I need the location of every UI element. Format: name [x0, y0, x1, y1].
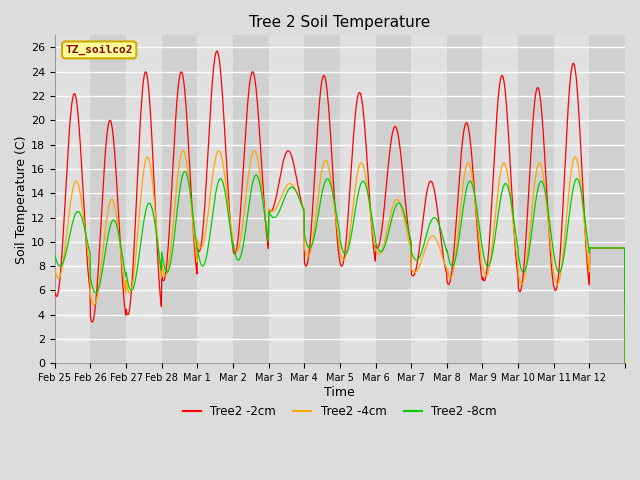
Bar — [589, 36, 625, 363]
X-axis label: Time: Time — [324, 386, 355, 399]
Bar — [483, 36, 518, 363]
Bar — [126, 36, 162, 363]
Bar — [340, 36, 376, 363]
Text: TZ_soilco2: TZ_soilco2 — [65, 45, 133, 55]
Bar — [269, 36, 304, 363]
Bar — [55, 36, 90, 363]
Bar — [233, 36, 269, 363]
Legend: Tree2 -2cm, Tree2 -4cm, Tree2 -8cm: Tree2 -2cm, Tree2 -4cm, Tree2 -8cm — [178, 401, 502, 423]
Bar — [90, 36, 126, 363]
Bar — [518, 36, 554, 363]
Bar — [197, 36, 233, 363]
Title: Tree 2 Soil Temperature: Tree 2 Soil Temperature — [249, 15, 431, 30]
Y-axis label: Soil Temperature (C): Soil Temperature (C) — [15, 135, 28, 264]
Bar — [411, 36, 447, 363]
Bar — [554, 36, 589, 363]
Bar — [162, 36, 197, 363]
Bar — [447, 36, 483, 363]
Bar — [304, 36, 340, 363]
Bar — [376, 36, 411, 363]
